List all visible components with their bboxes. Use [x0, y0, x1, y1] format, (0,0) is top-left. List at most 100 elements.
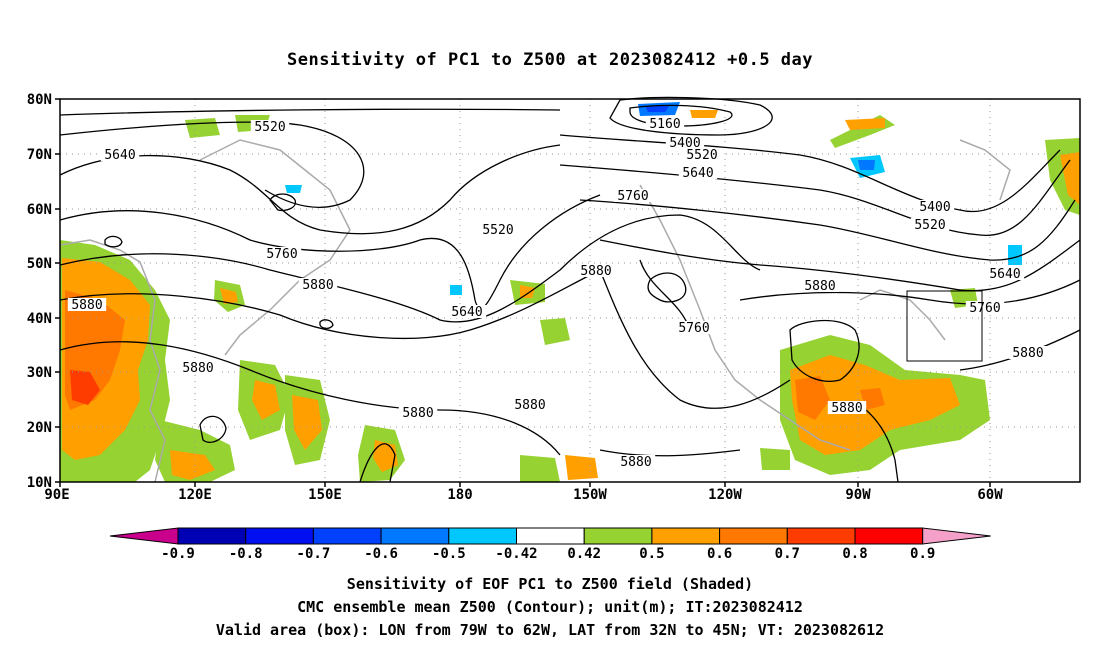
- contour-label-bg: [100, 148, 140, 161]
- colorbar-tick-label: 0.7: [775, 546, 800, 562]
- contour-label: 5640: [989, 267, 1020, 282]
- lon-label: 120E: [178, 487, 212, 503]
- latitude-labels: 80N 70N 60N 50N 40N 30N 20N 10N: [27, 92, 60, 491]
- colorbar-tick-label: -0.9: [161, 546, 195, 562]
- contour-label-bg: [800, 279, 840, 292]
- contour-label-bg: [682, 148, 722, 161]
- lon-label: 150W: [573, 487, 607, 503]
- caption-line-1: Sensitivity of EOF PC1 to Z500 field (Sh…: [346, 575, 754, 593]
- contour-label-bg: [965, 301, 1005, 314]
- contour-label-bg: [398, 406, 438, 419]
- contour-label: 5520: [482, 223, 513, 238]
- contour-label-bg: [665, 136, 705, 149]
- contour-label: 5760: [678, 321, 709, 336]
- contour-label-bg: [616, 455, 656, 468]
- contour-label-bg: [510, 398, 550, 411]
- caption-line-3: Valid area (box): LON from 79W to 62W, L…: [215, 621, 885, 639]
- colorbar-segment: [583, 527, 653, 545]
- lat-label: 70N: [27, 147, 52, 163]
- lon-label: 90E: [44, 487, 69, 503]
- plot-border: [59, 98, 1081, 483]
- colorbar-tick-label: 0.42: [567, 546, 601, 562]
- contour-label: 5880: [1012, 346, 1043, 361]
- caption-line-2: CMC ensemble mean Z500 (Contour); unit(m…: [297, 598, 803, 616]
- contour-label-bg: [478, 223, 518, 236]
- colorbar-tick-label: 0.5: [639, 546, 664, 562]
- lon-label: 60W: [977, 487, 1003, 503]
- contour-label-bg: [576, 264, 616, 277]
- contour-label: 5520: [254, 120, 285, 135]
- contour-label: 5880: [302, 278, 333, 293]
- contour-label-bg: [674, 321, 714, 334]
- contour-labels: 5520564051605400552056405760540055205640…: [67, 117, 1048, 470]
- colorbar-segment: [380, 527, 450, 545]
- colorbar-tick-label: -0.6: [364, 546, 398, 562]
- contour-label: 5880: [514, 398, 545, 413]
- contour-label-bg: [250, 120, 290, 133]
- colorbar-low-triangle: [109, 527, 179, 545]
- colorbar-tick-label: -0.5: [432, 546, 466, 562]
- colorbar-segment: [719, 527, 788, 545]
- contour-label-bg: [1008, 346, 1048, 359]
- valid-area-box: [906, 290, 983, 362]
- contour-label-bg: [910, 218, 950, 231]
- lat-label: 30N: [27, 365, 52, 381]
- map-title: Sensitivity of PC1 to Z500 at 2023082412…: [286, 50, 813, 70]
- contour-label: 5760: [266, 247, 297, 262]
- colorbar-segment: [651, 527, 721, 545]
- contour-label: 5160: [649, 117, 680, 132]
- contour-label-bg: [447, 305, 487, 318]
- colorbar-segment: [854, 527, 924, 545]
- contour-label: 5880: [620, 455, 651, 470]
- contour-label-bg: [67, 298, 107, 311]
- colorbar-high-triangle: [922, 527, 991, 545]
- contour-label: 5520: [686, 148, 717, 163]
- contour-label-bg: [678, 166, 718, 179]
- contour-label: 5400: [919, 200, 950, 215]
- contour-label: 5640: [451, 305, 482, 320]
- contour-label: 5880: [804, 279, 835, 294]
- lat-label: 80N: [27, 92, 52, 108]
- colorbar-segment: [448, 527, 517, 545]
- lat-label: 10N: [27, 475, 52, 491]
- colorbar: -0.9 -0.8 -0.7 -0.6 -0.5 -0.42 0.42 0.5 0.6 0.7 0.…: [109, 527, 991, 562]
- colorbar-segment: [177, 527, 247, 545]
- contour-label: 5400: [669, 136, 700, 151]
- contour-label-bg: [645, 117, 685, 130]
- lon-label: 90W: [845, 487, 871, 503]
- lat-label: 20N: [27, 420, 52, 436]
- contour-label: 5880: [402, 406, 433, 421]
- colorbar-tick-label: -0.8: [229, 546, 263, 562]
- contour-label: 5880: [71, 298, 102, 313]
- contour-label: 5640: [104, 148, 135, 163]
- contour-label-bg: [298, 278, 338, 291]
- colorbar-tick-label: 0.8: [842, 546, 867, 562]
- contour-label-bg: [613, 189, 653, 202]
- contour-label: 5880: [831, 401, 862, 416]
- contour-label-bg: [985, 267, 1025, 280]
- colorbar-tick-label: -0.7: [297, 546, 331, 562]
- lon-label: 150E: [308, 487, 342, 503]
- contour-label-bg: [262, 247, 302, 260]
- contour-label: 5880: [182, 361, 213, 376]
- colorbar-tick-label: 0.6: [707, 546, 732, 562]
- contour-label-bg: [178, 361, 218, 374]
- contour-label: 5880: [580, 264, 611, 279]
- contour-label-bg: [827, 401, 867, 414]
- contour-label: 5520: [914, 218, 945, 233]
- contour-label: 5640: [682, 166, 713, 181]
- contour-label: 5760: [617, 189, 648, 204]
- colorbar-segment: [312, 527, 382, 545]
- colorbar-tick-label: -0.42: [495, 546, 537, 562]
- coastlines: [59, 139, 1011, 483]
- colorbar-segment: [245, 527, 314, 545]
- lat-label: 50N: [27, 256, 52, 272]
- contour-label-bg: [915, 200, 955, 213]
- colorbar-segment: [786, 527, 856, 545]
- lat-label: 40N: [27, 311, 52, 327]
- colorbar-segment: [516, 527, 585, 545]
- longitude-labels: 90E 120E 150E 180 150W 120W 90W 60W: [44, 482, 1003, 503]
- lat-label: 60N: [27, 202, 52, 218]
- colorbar-tick-label: 0.9: [910, 546, 935, 562]
- lon-label: 180: [447, 487, 472, 503]
